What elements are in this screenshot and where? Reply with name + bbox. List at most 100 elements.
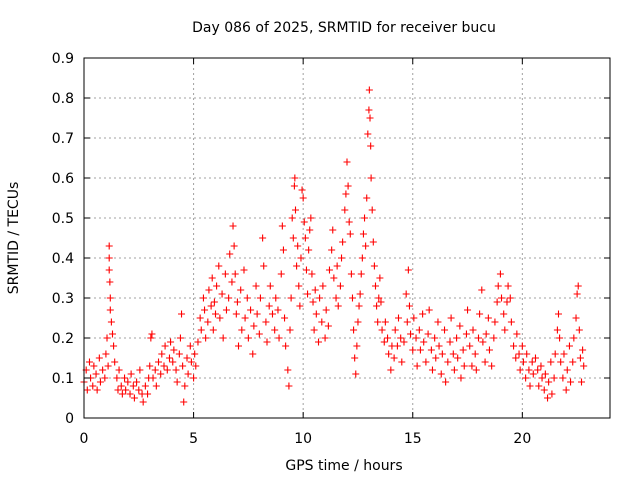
data-point [202, 334, 210, 342]
data-point [346, 230, 354, 238]
data-point [176, 334, 184, 342]
data-point [232, 310, 240, 318]
data-point [308, 270, 316, 278]
data-point [207, 302, 215, 310]
data-point [553, 326, 561, 334]
data-point [541, 370, 549, 378]
data-point [437, 370, 445, 378]
data-point [291, 174, 299, 182]
data-point [218, 290, 226, 298]
data-point [330, 274, 338, 282]
data-point [547, 358, 555, 366]
data-point [522, 374, 530, 382]
data-point [422, 358, 430, 366]
data-point [450, 366, 458, 374]
data-point [454, 354, 462, 362]
data-point [296, 302, 304, 310]
data-point [404, 266, 412, 274]
data-point [567, 378, 575, 386]
x-tick-label: 5 [189, 431, 198, 447]
data-point [496, 270, 504, 278]
y-tick-label: 0.6 [52, 171, 74, 187]
data-point [90, 362, 98, 370]
data-point [350, 326, 358, 334]
data-point [113, 374, 121, 382]
data-point [228, 278, 236, 286]
data-point [275, 334, 283, 342]
data-point [570, 334, 578, 342]
data-point [233, 298, 241, 306]
data-point [212, 310, 219, 318]
data-point [358, 254, 366, 262]
data-point [390, 354, 398, 362]
data-point [186, 342, 194, 350]
data-point [307, 214, 315, 222]
data-point [351, 354, 359, 362]
data-point [560, 350, 568, 358]
data-point [409, 346, 417, 354]
data-point [105, 254, 113, 262]
data-point [216, 314, 224, 322]
data-point [356, 290, 364, 298]
data-point [364, 130, 372, 138]
data-point [187, 358, 195, 366]
data-point [466, 342, 474, 350]
data-point [333, 262, 341, 270]
data-point [302, 266, 310, 274]
data-point [160, 362, 168, 370]
data-point [173, 378, 181, 386]
data-point [403, 318, 411, 326]
data-point [493, 298, 501, 306]
data-point [183, 354, 191, 362]
data-point [562, 386, 570, 394]
data-point [205, 286, 213, 294]
data-point [540, 386, 548, 394]
data-point [110, 342, 118, 350]
data-point [304, 290, 312, 298]
data-point [456, 322, 464, 330]
data-point [268, 310, 276, 318]
data-point [519, 358, 527, 366]
data-point [290, 182, 298, 190]
data-point [89, 382, 97, 390]
axis-ticks [83, 57, 610, 419]
data-point [284, 366, 292, 374]
data-point [249, 350, 257, 358]
grid-lines [84, 58, 610, 418]
data-point [255, 330, 263, 338]
data-point [265, 302, 273, 310]
x-axis-label: GPS time / hours [285, 458, 402, 474]
data-point [464, 306, 472, 314]
data-point [380, 338, 388, 346]
data-point [432, 354, 440, 362]
data-point [468, 362, 476, 370]
data-point [343, 158, 351, 166]
data-point [286, 326, 294, 334]
data-point [513, 330, 521, 338]
data-point [298, 186, 306, 194]
data-point [462, 330, 470, 338]
data-point [534, 366, 542, 374]
data-point [381, 318, 389, 326]
data-point [230, 242, 238, 250]
data-point [322, 306, 330, 314]
data-point [556, 334, 564, 342]
data-point [370, 262, 378, 270]
data-point [277, 270, 285, 278]
data-point [538, 374, 546, 382]
data-point [190, 374, 198, 382]
data-point [478, 286, 486, 294]
data-point [504, 282, 512, 290]
data-point [256, 294, 264, 302]
data-point [278, 222, 286, 230]
data-point [395, 314, 403, 322]
data-point [449, 350, 457, 358]
data-point [374, 318, 382, 326]
data-point [241, 314, 249, 322]
data-point [471, 350, 479, 358]
data-point [365, 106, 373, 114]
data-point [306, 226, 314, 234]
data-point [294, 242, 302, 250]
data-point [151, 366, 159, 374]
data-point [108, 330, 116, 338]
